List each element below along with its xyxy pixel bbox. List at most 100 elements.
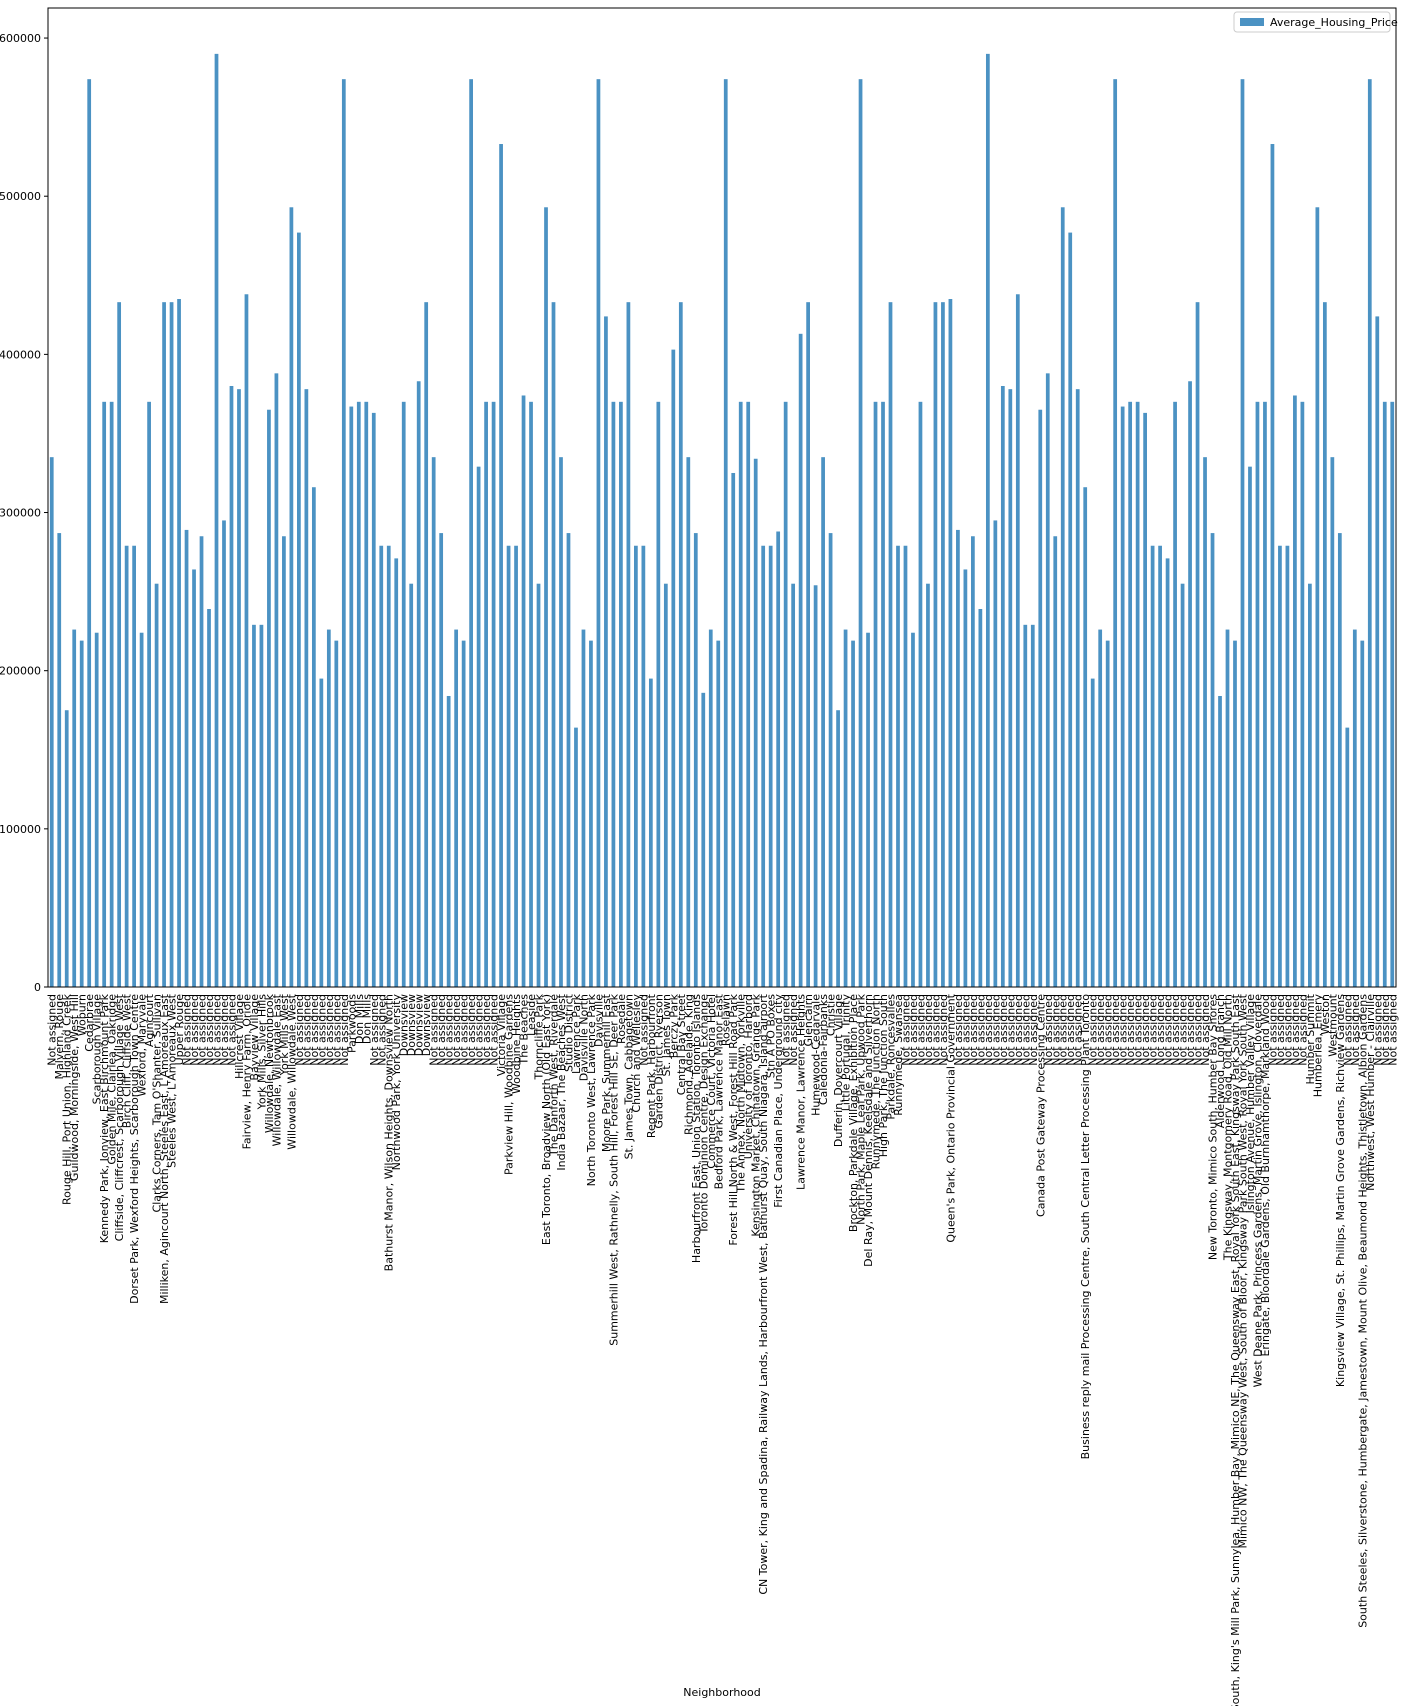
x-tick-label: Not assigned [780,994,793,1066]
bar [731,472,736,987]
x-tick-label: Not assigned [1027,994,1040,1066]
x-tick-label: Not assigned [1154,994,1167,1066]
bar [663,583,668,987]
bar [491,401,496,987]
bar [1367,79,1372,987]
bar [401,401,406,987]
bar [836,710,840,987]
x-tick-label: Not assigned [1132,994,1145,1066]
bar [1263,401,1267,987]
x-tick-label: Not assigned [1094,994,1107,1066]
x-tick-label: Cliffside, Cliffcrest, Scarborough Villa… [113,993,126,1241]
bar [1098,629,1103,987]
bar [956,529,960,987]
x-tick-label: New Toronto, Mimico South, Humber Bay Sh… [1207,994,1220,1260]
x-tick-label: Not assigned [1281,994,1294,1066]
bar [693,533,698,987]
x-tick-label: Not assigned [1072,994,1085,1066]
x-tick-label: Not assigned [300,994,313,1066]
x-tick-label: Willowdale, Newtonbrook [263,993,276,1133]
x-tick-label: Not assigned [997,994,1010,1066]
bar [1068,232,1073,987]
bar [551,302,556,988]
bar [1038,409,1043,987]
bar [903,545,908,987]
bar [678,302,683,988]
x-tick-label: Queen's Park, Ontario Provincial Governm… [944,993,957,1242]
bar [79,640,84,987]
x-tick-label: Not assigned [1124,994,1137,1066]
bar [896,545,900,987]
bar [948,299,953,987]
x-tick-label: Steeles West, L'Amoreaux West [166,993,179,1168]
x-tick-label: Canada Post Gateway Processing Centre [1034,994,1047,1217]
bar [409,583,414,987]
bar [229,385,234,987]
bar [371,412,376,988]
bar [1135,401,1140,987]
x-tick-label: St. James Town [660,994,673,1077]
bar [252,624,256,987]
bar [1345,727,1350,987]
x-tick-label: North Park, Maple Leaf Park, Upwood Park [855,993,868,1225]
bar [1165,558,1170,987]
bar [1158,545,1162,987]
x-tick-label: Lawrence Manor, Lawrence Heights [795,994,808,1190]
bar [154,583,159,987]
x-tick-label: Lawrence Park [570,993,583,1074]
x-tick-label: Dorset Park, Wexford Heights, Scarboroug… [128,994,141,1304]
x-tick-label: Not assigned [368,994,381,1066]
x-tick-label: Not assigned [375,994,388,1066]
x-tick-label: The Annex, North Midtown, Yorkville [735,994,748,1194]
bar [49,457,54,987]
x-tick-label: Birch Cliff, Cliffside West [121,993,134,1128]
bar [656,401,661,987]
x-tick-label: Rouge Hill, Port Union, Highland Creek [61,993,74,1205]
bar [1045,373,1050,988]
x-tick-label: Richmond, Adelaide, King [682,994,695,1135]
bar [746,401,751,987]
bar [589,640,593,987]
x-tick-label: Not assigned [899,994,912,1066]
bar [978,609,983,987]
x-axis-label: Neighborhood [683,1686,760,1699]
bar [1105,640,1110,987]
plot-frame [47,7,1397,988]
bar [858,79,863,987]
bar [222,520,226,987]
y-tick-label: 400000 [0,348,41,361]
bar [1150,545,1155,987]
x-tick-label: Not assigned [907,994,920,1066]
x-tick-label: Not assigned [1139,994,1152,1066]
x-tick-label: Not assigned [1274,994,1287,1066]
x-tick-label: University of Toronto, Harbord [742,994,755,1159]
x-tick-label: Studio District [562,993,575,1072]
y-tick-label: 200000 [0,665,41,678]
x-tick-label: Runnymede, Swansea [892,994,905,1116]
x-tick-label: Upper Rouge [173,994,186,1066]
bar [394,558,399,987]
bar [259,624,264,987]
bar [1210,533,1215,987]
bar [476,466,481,987]
bar [1390,401,1395,987]
x-tick-label: Davisville North [577,994,590,1081]
bar [177,299,181,987]
x-tick-label: Not assigned [323,994,336,1066]
x-tick-label: Not assigned [196,994,209,1066]
x-tick-label: West Deane Park, Princess Gardens, Marti… [1251,994,1264,1388]
x-tick-label: Del Ray, Mount Dennis, Keelsdale and Sil… [862,994,875,1267]
x-tick-label: Garden District, Ryerson [652,994,665,1129]
x-tick-label: Parkdale, Roncesvalles [885,994,898,1120]
x-tick-label: Bedford Park, Lawrence Manor East [712,993,725,1189]
bar [1308,583,1312,987]
x-tick-label: Humberlea, Emery [1311,994,1324,1098]
bar [798,333,803,987]
x-tick-label: Not assigned [1169,994,1182,1066]
bar [454,629,459,987]
x-tick-label: Malvern, Rouge [53,994,66,1080]
bar [971,536,975,987]
bar [1225,629,1230,987]
x-tick-label: Not assigned [1184,994,1197,1066]
